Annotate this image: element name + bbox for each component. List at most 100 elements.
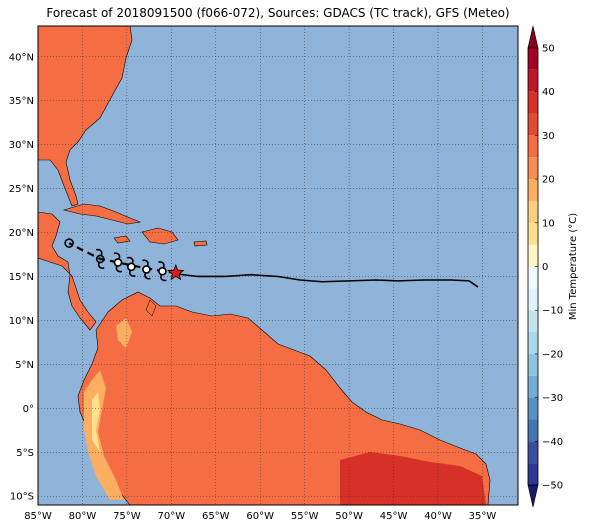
tc-depression-circle <box>64 238 74 248</box>
tc-eye-circle <box>142 265 151 274</box>
warm-patch-andes-core <box>92 392 100 452</box>
colorbar-band <box>528 113 538 136</box>
lon-tick-label: 75°W <box>113 511 141 522</box>
colorbar-tick-label: 0 <box>542 262 548 273</box>
colorbar-label: Min Temperature (°C) <box>568 213 579 320</box>
lon-tick-label: 80°W <box>69 511 97 522</box>
colorbar-band <box>528 463 538 485</box>
lon-tick-label: 55°W <box>291 511 319 522</box>
colorbar-band <box>528 288 538 311</box>
colorbar-band <box>528 353 538 376</box>
lat-tick-label: 40°N <box>9 52 34 63</box>
lat-tick-label: 0° <box>23 404 34 415</box>
tc-eye-circle <box>127 262 136 272</box>
colorbar-band <box>528 266 538 289</box>
land-jamaica <box>113 235 131 244</box>
hot-patch-brazil <box>340 452 486 505</box>
lat-tick-label: 15°N <box>9 272 34 283</box>
tc-arm-bottom <box>160 274 167 282</box>
colorbar-band <box>528 375 538 398</box>
tc-eye-circle <box>95 254 105 264</box>
lon-tick-label: 50°W <box>335 511 363 522</box>
colorbar-band <box>528 222 538 245</box>
lon-tick-label: 70°W <box>158 511 186 522</box>
colorbar-tick-label: −50 <box>542 481 563 492</box>
land-central-america <box>38 211 97 331</box>
tc-arm-top <box>113 252 121 260</box>
lat-tick-label: 10°N <box>9 316 34 327</box>
lat-tick-label: 5°S <box>16 448 34 459</box>
tc-symbol-depression <box>64 238 74 248</box>
tc-symbol-hurricane <box>158 261 167 282</box>
lat-tick-label: 30°N <box>9 140 34 151</box>
tc-current-position-star[interactable] <box>167 263 185 281</box>
tc-arm-top <box>95 248 103 256</box>
map-frame <box>37 25 519 506</box>
lat-tick-label: 10°S <box>10 492 34 503</box>
colorbar-band <box>528 91 538 114</box>
tc-arm-top <box>158 261 165 269</box>
land-cuba <box>62 203 142 225</box>
land-layer <box>38 26 491 505</box>
land-hispaniola <box>141 227 179 245</box>
colorbar-band <box>528 419 538 442</box>
tc-observed-track <box>175 273 479 288</box>
colorbar-tick-label: −30 <box>542 393 563 404</box>
colorbar-band <box>528 135 538 158</box>
lon-tick-label: 45°W <box>380 511 408 522</box>
lake-outline <box>145 299 157 317</box>
colorbar-band <box>528 332 538 354</box>
colorbar-tick-label: 30 <box>542 131 555 142</box>
tc-symbol-storm <box>95 248 105 269</box>
colorbar-under-arrow <box>527 484 539 508</box>
warm-patch-venezuela <box>116 318 132 348</box>
lat-tick-label: 20°N <box>9 228 34 239</box>
colorbar-tick-label: 20 <box>542 175 555 186</box>
colorbar-band <box>528 179 538 201</box>
tc-storm-symbols <box>64 238 167 282</box>
lat-tick-label: 35°N <box>9 96 34 107</box>
colorbar-band <box>528 310 538 333</box>
tc-arm-bottom <box>144 272 151 280</box>
tc-arm-top <box>142 259 149 267</box>
colorbar-tick-label: −40 <box>542 437 563 448</box>
colorbar-ticks: 50 40 30 20 10 0 −10 −20 −30 −40 −50 <box>535 44 563 492</box>
colorbar-over-arrow <box>527 25 539 49</box>
lon-tick-label: 65°W <box>202 511 230 522</box>
tc-eye-circle <box>158 266 167 276</box>
lat-tick-label: 5°N <box>15 360 34 371</box>
colorbar-tick-label: 50 <box>542 44 555 55</box>
lat-tick-label: 25°N <box>9 184 34 195</box>
tc-eye-circle <box>113 258 123 267</box>
colorbar-band <box>528 69 538 92</box>
tc-arm-bottom <box>97 262 105 269</box>
lon-tick-label: 85°W <box>24 511 52 522</box>
longitude-labels: 85°W 80°W 75°W 70°W 65°W 60°W 55°W 50°W 45°W 40°W… <box>24 511 496 522</box>
lon-tick-label: 60°W <box>246 511 274 522</box>
tc-arm-bottom <box>115 265 123 273</box>
colorbar-tick-label: −20 <box>542 349 563 360</box>
map-gridlines <box>38 26 518 505</box>
colorbar-band <box>528 441 538 464</box>
colorbar-band <box>528 397 538 420</box>
land-puerto-rico <box>193 240 208 247</box>
colorbar-band <box>528 157 538 180</box>
colorbar-tick-label: −10 <box>542 306 563 317</box>
colorbar-bands <box>528 48 538 485</box>
colorbar-tick-label: 40 <box>542 87 555 98</box>
colorbar-band <box>528 200 538 223</box>
colorbar-band <box>528 48 538 70</box>
lon-tick-label: 35°W <box>469 511 497 522</box>
tc-symbol-hurricane <box>113 252 123 273</box>
colorbar-band <box>528 244 538 267</box>
tc-symbol-hurricane <box>127 256 136 277</box>
map-title: Forecast of 2018091500 (f066-072), Sourc… <box>46 6 510 20</box>
tc-arm-top <box>127 256 134 264</box>
tc-symbol-hurricane <box>142 259 151 280</box>
lon-tick-label: 40°W <box>424 511 452 522</box>
colorbar-tick-label: 10 <box>542 218 555 229</box>
land-north-america <box>38 26 133 207</box>
tc-arm-bottom <box>129 269 136 277</box>
